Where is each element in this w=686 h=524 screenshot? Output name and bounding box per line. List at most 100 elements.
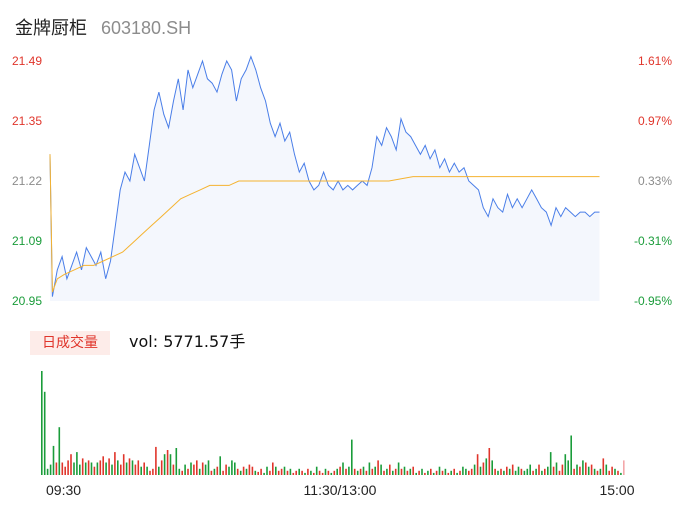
volume-bar: [239, 470, 242, 475]
stock-header: 金牌厨柜 603180.SH: [15, 14, 191, 39]
volume-bar: [155, 446, 157, 475]
percent-axis-labels: 1.61% 0.97% 0.33% -0.31% -0.95%: [634, 54, 672, 308]
price-tick-label: 21.49: [12, 54, 42, 68]
volume-bar: [535, 468, 537, 475]
volume-bar: [289, 468, 292, 475]
volume-bar: [342, 462, 344, 475]
volume-bar: [149, 470, 151, 475]
volume-bar: [582, 460, 584, 475]
volume-bar: [386, 468, 388, 475]
volume-bar: [257, 471, 259, 475]
volume-bar: [336, 468, 338, 475]
volume-bar: [430, 468, 432, 475]
volume-bar: [184, 464, 186, 475]
volume-bar: [283, 466, 286, 475]
volume-bar: [169, 454, 172, 475]
volume-bar: [87, 460, 90, 475]
volume-bar: [620, 472, 622, 475]
volume-bar: [99, 460, 102, 475]
volume-bar: [345, 468, 347, 475]
price-tick-label: 20.95: [12, 294, 42, 308]
volume-bar: [541, 470, 543, 475]
volume-bars: [41, 371, 625, 475]
volume-bar: [482, 462, 485, 475]
time-axis-labels: 09:30 11:30/13:00 15:00: [46, 482, 635, 498]
percent-tick-label: 1.61%: [638, 54, 672, 68]
volume-bar: [561, 464, 564, 475]
volume-bar: [216, 466, 219, 475]
volume-bar: [166, 450, 169, 475]
volume-bar: [570, 435, 572, 475]
volume-bar: [596, 470, 599, 475]
volume-bar: [111, 464, 113, 475]
volume-bar: [61, 462, 64, 475]
volume-bar: [488, 448, 491, 475]
volume-bar: [122, 454, 125, 475]
volume-bar: [608, 470, 610, 475]
volume-bar: [46, 468, 49, 475]
volume-bar: [435, 470, 438, 475]
volume-bar: [599, 468, 602, 475]
volume-bar: [514, 470, 517, 475]
volume-bar: [529, 464, 531, 475]
volume-bar: [371, 468, 374, 475]
volume-bar: [447, 472, 450, 475]
volume-bar: [313, 472, 315, 475]
volume-bar: [64, 466, 66, 475]
volume-bar: [547, 466, 549, 475]
volume-value: 5771.57: [163, 332, 230, 351]
volume-bar: [605, 464, 608, 475]
price-line: [49, 55, 600, 297]
volume-bar: [333, 470, 336, 475]
volume-bar: [585, 462, 587, 475]
volume-bar: [400, 468, 403, 475]
volume-prefix: vol:: [129, 332, 164, 351]
volume-bar: [450, 470, 452, 475]
volume-bar: [125, 462, 128, 475]
volume-bar: [254, 470, 257, 475]
volume-bar: [272, 462, 274, 475]
volume-bar: [459, 470, 461, 475]
volume-bar: [479, 466, 482, 475]
volume-bar: [234, 462, 236, 475]
volume-bar: [353, 468, 356, 475]
volume-bar: [508, 468, 511, 475]
volume-bar: [277, 470, 280, 475]
volume-bar: [587, 466, 590, 475]
volume-bar: [307, 468, 309, 475]
volume-bar: [236, 468, 239, 475]
volume-bar: [544, 468, 546, 475]
volume-bar: [96, 462, 99, 475]
volume-bar: [432, 472, 435, 475]
volume-bar: [456, 472, 458, 475]
volume-bar: [503, 470, 505, 475]
volume-bar: [412, 466, 414, 475]
volume-bar: [327, 470, 330, 475]
volume-bar: [315, 466, 318, 475]
volume-bar: [178, 468, 181, 475]
volume-bar: [520, 468, 523, 475]
volume-bar: [485, 458, 488, 475]
volume-bar: [473, 464, 476, 475]
volume-bar: [222, 470, 224, 475]
volume-bar: [275, 466, 277, 475]
volume-bar: [207, 460, 210, 475]
volume-bar: [441, 470, 444, 475]
volume-bar: [377, 460, 379, 475]
volume-bar: [351, 439, 353, 475]
volume-readout: vol: 5771.57手: [129, 331, 245, 353]
volume-bar: [564, 454, 567, 475]
volume-bar: [41, 371, 43, 475]
volume-bar: [611, 466, 613, 475]
volume-bar: [444, 468, 447, 475]
volume-bar: [415, 472, 417, 475]
volume-bar: [476, 454, 479, 475]
volume-bar: [152, 468, 154, 475]
volume-bar: [134, 464, 137, 475]
percent-tick-label: -0.95%: [634, 294, 672, 308]
volume-bar: [210, 470, 213, 475]
volume-bar: [356, 470, 359, 475]
volume-bar: [465, 468, 467, 475]
volume-bar: [532, 470, 534, 475]
